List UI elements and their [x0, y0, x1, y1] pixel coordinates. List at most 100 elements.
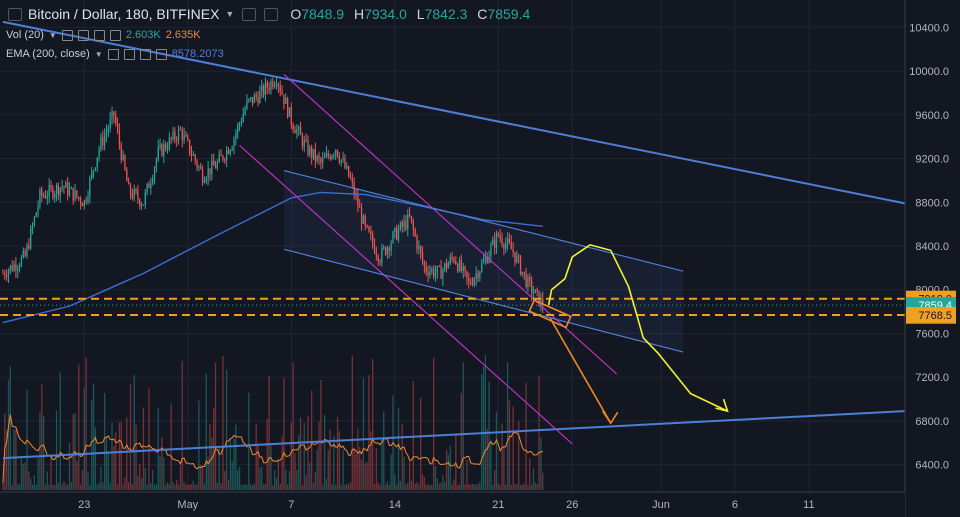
volume-bar [115, 432, 117, 490]
more-icon[interactable] [109, 29, 121, 41]
ohlc-low: 7842.3 [424, 6, 468, 22]
channel-line[interactable] [283, 248, 684, 353]
candle-body [338, 156, 341, 163]
candle-body [510, 242, 512, 250]
volume-bar [170, 403, 172, 490]
settings-icon[interactable] [77, 29, 89, 41]
eye-icon[interactable] [61, 29, 73, 41]
yellow-projection-arrow[interactable] [547, 244, 728, 412]
volume-bar [432, 357, 435, 490]
highlight-rectangle[interactable] [528, 299, 572, 329]
channel-line[interactable] [283, 73, 618, 375]
price-axis[interactable]: 10400.010000.09600.09200.08800.08400.080… [904, 0, 960, 517]
candle-body [225, 149, 228, 160]
settings-icon[interactable] [123, 48, 135, 60]
volume-bar [113, 445, 115, 490]
volume-bar [335, 484, 337, 490]
orange-arrow[interactable] [549, 317, 612, 424]
volume-bar [185, 484, 187, 490]
close-icon[interactable] [139, 48, 151, 60]
collapse-icon[interactable] [8, 7, 22, 21]
drawing-tools-layer[interactable] [0, 20, 906, 460]
volume-bar [499, 484, 501, 490]
candle-body [423, 261, 426, 267]
candle-body [458, 260, 461, 272]
candle-body [22, 250, 24, 258]
volume-bar [370, 431, 372, 490]
candle-body [286, 98, 289, 117]
vol-indicator-name[interactable]: Vol (20) [6, 29, 44, 41]
volume-bar [57, 482, 60, 490]
eye-icon[interactable] [107, 48, 119, 60]
annotation-layer[interactable] [528, 244, 729, 425]
more-icon[interactable] [155, 48, 167, 60]
candle-body [377, 255, 379, 262]
candle-body [248, 99, 250, 101]
candle-body [85, 200, 87, 202]
ohlc-close: 7859.4 [487, 6, 531, 22]
volume-bar [445, 449, 448, 490]
volume-bar [516, 484, 518, 490]
volume-bar [207, 457, 209, 490]
volume-bar [425, 484, 427, 490]
volume-bar [246, 484, 248, 490]
volume-bar [386, 481, 389, 490]
volume-bar [359, 447, 361, 490]
volume-bar [427, 483, 429, 490]
arrow-head [715, 398, 729, 413]
candle-body [519, 256, 522, 275]
candle-body [370, 231, 372, 235]
close-icon[interactable] [93, 29, 105, 41]
volume-bar [266, 418, 268, 490]
volume-bar [94, 427, 97, 490]
candle-body [28, 245, 30, 249]
candle-body [17, 268, 19, 271]
channel-line[interactable] [283, 169, 684, 272]
chevron-down-icon[interactable]: ▼ [94, 49, 103, 59]
ohlc-high: 7934.0 [364, 6, 407, 22]
volume-bar [322, 484, 324, 490]
candle-body [185, 134, 187, 137]
trendline[interactable] [2, 410, 906, 460]
candle-body [303, 140, 305, 147]
chevron-down-icon[interactable]: ▼ [225, 9, 235, 19]
candle-body [388, 247, 390, 251]
volume-bar [338, 431, 341, 490]
eye-icon[interactable] [264, 7, 279, 21]
candle-body [235, 133, 237, 139]
candle-body [172, 131, 174, 140]
candle-body [516, 255, 518, 263]
chevron-down-icon[interactable]: ▼ [48, 30, 57, 40]
candle-body [26, 245, 28, 257]
volume-bar [89, 484, 91, 490]
volume-bar [397, 407, 400, 490]
volume-bar [268, 375, 270, 490]
volume-indicator-legend[interactable]: Vol (20) ▼ 2.603K 2.635K [6, 29, 201, 41]
settings-icon[interactable] [242, 7, 257, 21]
candle-body [116, 123, 119, 131]
volume-bar [407, 482, 409, 490]
volume-bar [396, 484, 398, 490]
volume-bar [353, 447, 355, 490]
candle-body [468, 278, 470, 282]
volume-bar [44, 484, 47, 490]
candle-body [368, 226, 370, 232]
volume-bar [281, 436, 283, 490]
candle-body [128, 181, 130, 185]
candle-body [307, 140, 309, 155]
candle-body [447, 263, 450, 269]
symbol-title[interactable]: Bitcoin / Dollar, 180, BITFINEX [28, 6, 220, 22]
trendline[interactable] [2, 20, 906, 205]
volume-bar [440, 482, 442, 490]
ema-indicator-name[interactable]: EMA (200, close) [6, 48, 90, 60]
ohlc-close-label: C [477, 6, 488, 22]
channel-line[interactable] [239, 144, 573, 445]
candle-body [183, 134, 185, 141]
candle-body [24, 250, 26, 257]
volume-bar [109, 483, 111, 490]
ema-indicator-legend[interactable]: EMA (200, close) ▼ 8578.2073 [6, 48, 224, 60]
volume-bar [81, 469, 84, 490]
time-axis[interactable]: 23 May 7 14 21 26 Jun 6 11 [0, 491, 905, 517]
volume-bar [316, 449, 318, 490]
